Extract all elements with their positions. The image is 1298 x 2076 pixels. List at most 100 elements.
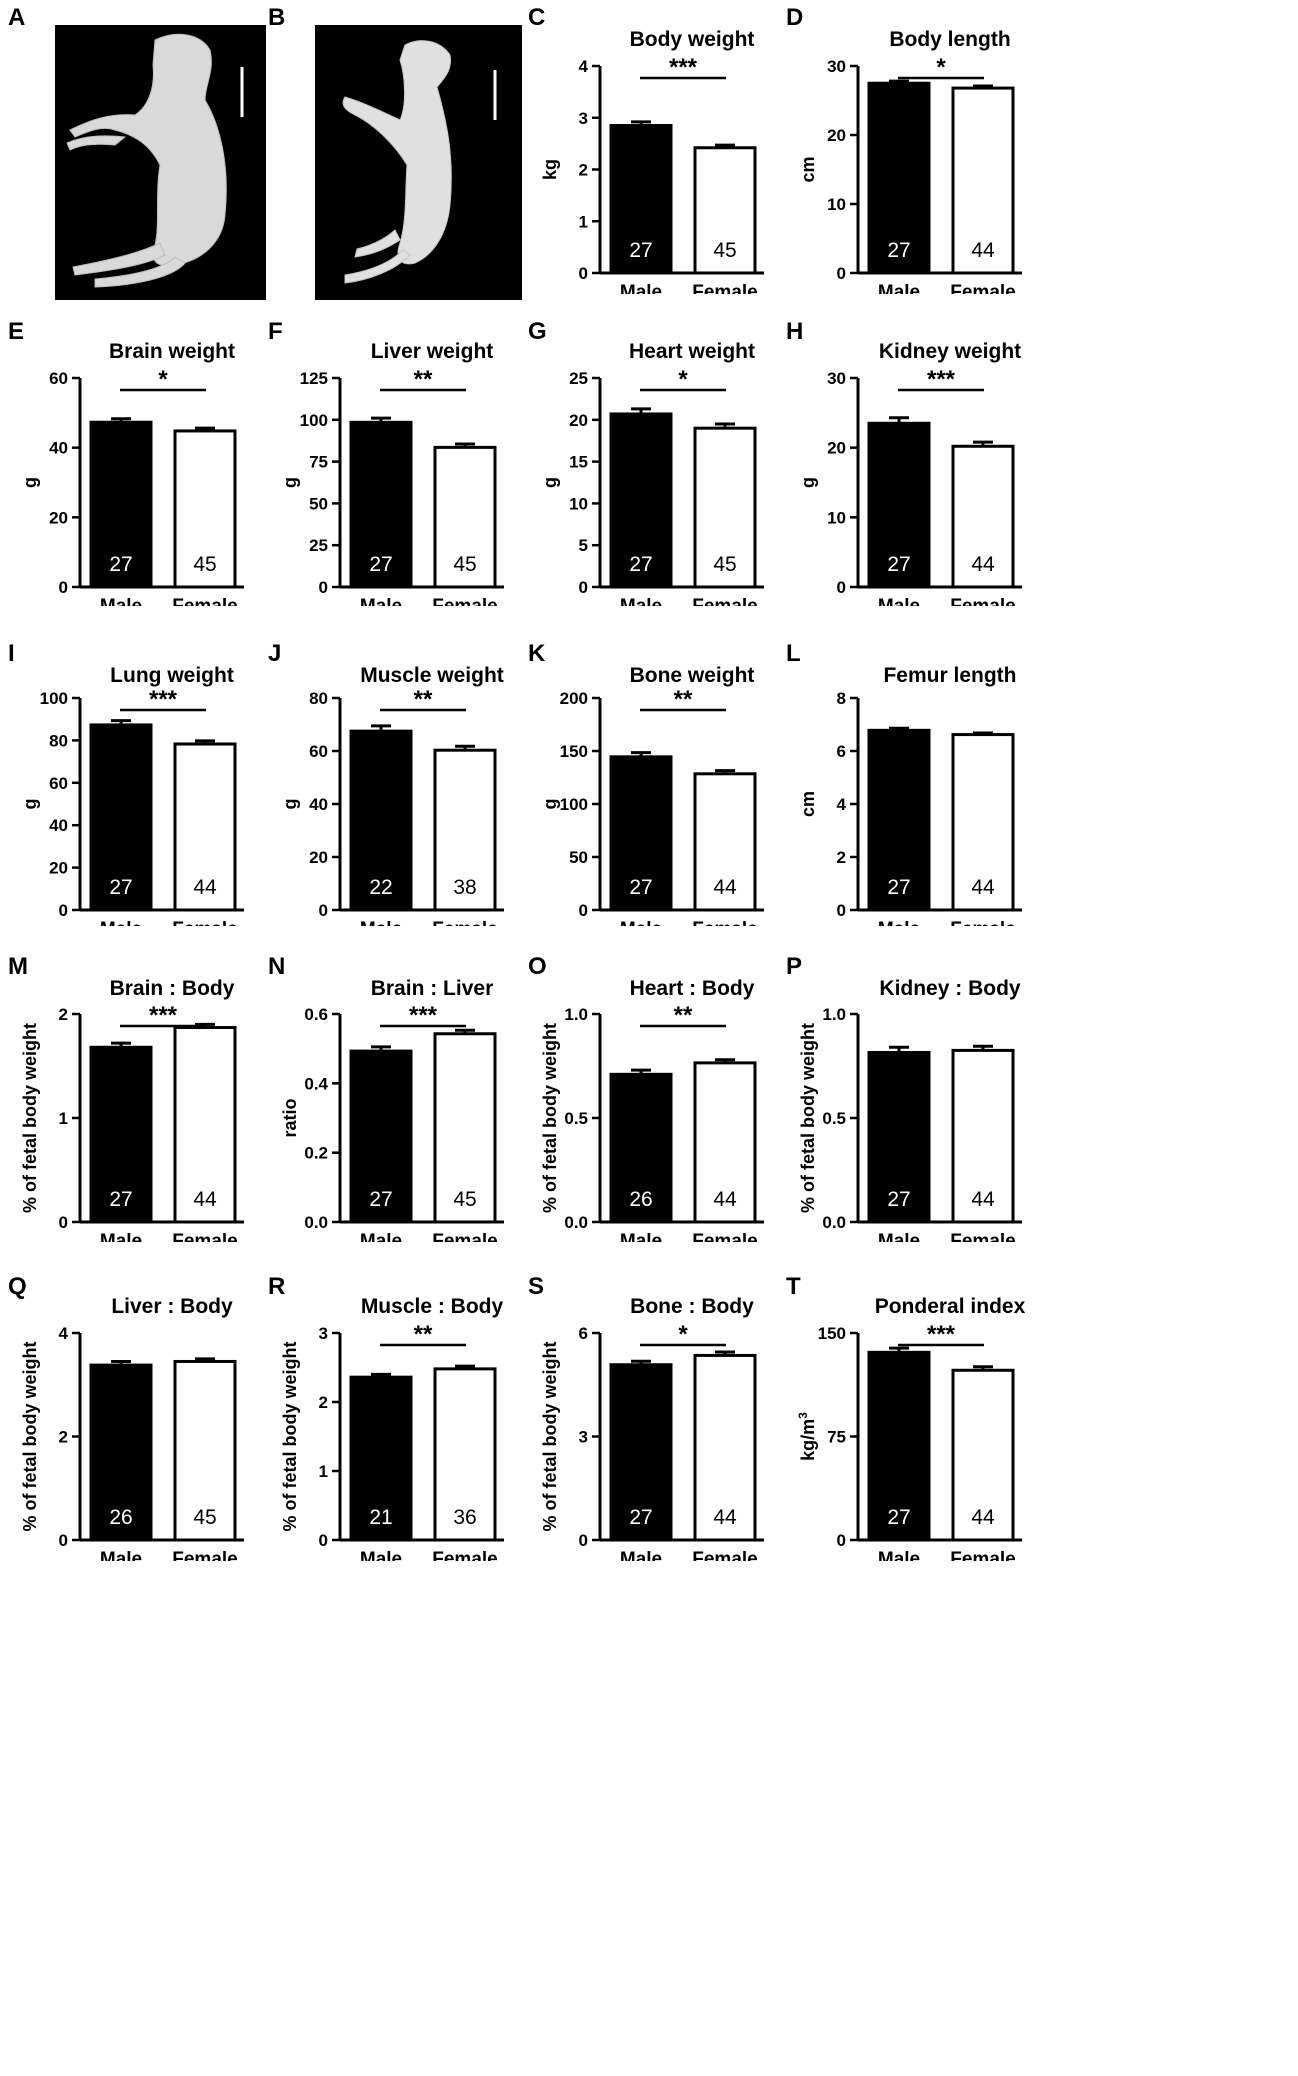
panel-d-category-label: Male (878, 282, 920, 294)
panel-c-chart: Body weight kg 0 1 2 3 4 27 Male 45 Female *** (540, 28, 764, 294)
panel-k-n-label: 44 (713, 876, 737, 899)
panel-q-n-label: 26 (109, 1506, 132, 1529)
panel-k-sig-stars: ** (674, 686, 693, 713)
panel-d-bar-male (867, 81, 931, 275)
panel-g-sig-stars: * (678, 366, 688, 393)
panel-r-n-label: 36 (453, 1506, 476, 1529)
panel-r-title: Muscle : Body (361, 1295, 504, 1318)
panel-l-category-label: Male (878, 919, 920, 926)
panel-c-ylabel: kg (540, 159, 560, 180)
panel-l-n-label: 27 (887, 876, 910, 899)
panel-r-tick-label: 2 (319, 1393, 328, 1412)
panel-j-tick-label: 80 (309, 689, 328, 708)
panel-o-ylabel: % of fetal body weight (540, 1023, 560, 1213)
panel-letter-s: S (528, 1273, 545, 1300)
panel-i-bar-female (173, 742, 237, 912)
panel-e-title: Brain weight (109, 340, 235, 363)
panel-o-tick-label: 0.0 (564, 1213, 588, 1232)
panel-g-tick-label: 15 (569, 453, 588, 472)
panel-h-category-label: Female (950, 596, 1015, 606)
panel-i-category-label: Male (100, 919, 142, 926)
panel-q-tick-label: 2 (59, 1428, 68, 1447)
panel-e-tick-label: 20 (49, 508, 68, 527)
panel-p-bar-male (867, 1050, 931, 1224)
panel-letter-r: R (268, 1273, 286, 1300)
panel-q-tick-label: 0 (59, 1531, 68, 1550)
panel-r-category-label: Female (432, 1549, 497, 1561)
panel-h-title: Kidney weight (879, 340, 1021, 363)
panel-k-tick-label: 50 (569, 848, 588, 867)
panel-k-chart: Bone weight g 0 50 100 150 200 27 Male 44 Female ** (540, 664, 764, 926)
panel-d-category-label: Female (950, 282, 1015, 294)
panel-g-category-label: Male (620, 596, 662, 606)
panel-letter-j: J (268, 640, 282, 667)
panel-p-n-label: 27 (887, 1188, 910, 1211)
panel-r-ylabel: % of fetal body weight (280, 1341, 300, 1531)
panel-n-tick-label: 0.2 (304, 1144, 328, 1163)
panel-k-n-label: 27 (629, 876, 652, 899)
panel-o-title: Heart : Body (630, 977, 755, 1000)
panel-j-tick-label: 0 (319, 901, 328, 920)
panel-t-category-label: Female (950, 1549, 1015, 1561)
panel-c-n-label: 27 (629, 239, 652, 262)
panel-t-bar-male (867, 1350, 931, 1542)
panel-r-tick-label: 0 (319, 1531, 328, 1550)
panel-letter-g: G (528, 318, 547, 345)
panel-k-category-label: Male (620, 919, 662, 926)
panel-s-bar-male (609, 1363, 673, 1542)
panel-t-tick-label: 75 (827, 1428, 846, 1447)
panel-d-n-label: 27 (887, 239, 910, 262)
panel-e-sig-stars: * (158, 366, 168, 393)
panel-p-category-label: Male (878, 1231, 920, 1242)
panel-m-n-label: 44 (193, 1188, 217, 1211)
panel-letter-p: P (786, 953, 803, 980)
panel-letter-f: F (268, 318, 283, 345)
panel-q-title: Liver : Body (111, 1295, 233, 1318)
panel-letter-e: E (8, 318, 25, 345)
panel-p-n-label: 44 (971, 1188, 995, 1211)
panel-l-title: Femur length (883, 664, 1016, 687)
panel-t-tick-label: 150 (818, 1324, 846, 1343)
panel-n-title: Brain : Liver (371, 977, 494, 1000)
panel-s-bar-female (693, 1353, 757, 1542)
panel-f-category-label: Female (432, 596, 497, 606)
panel-g-ylabel: g (540, 477, 560, 488)
panel-k-bar-female (693, 772, 757, 912)
panel-c-category-label: Female (692, 282, 757, 294)
panel-d-tick-label: 0 (837, 264, 846, 283)
panel-letter-a: A (8, 4, 26, 31)
panel-j-n-label: 22 (369, 876, 392, 899)
panel-h-tick-label: 30 (827, 369, 846, 388)
panel-n-n-label: 45 (453, 1188, 476, 1211)
panel-m-tick-label: 0 (59, 1213, 68, 1232)
panel-s-sig-stars: * (678, 1321, 688, 1348)
panel-f-sig-stars: ** (414, 366, 433, 393)
panel-o-n-label: 26 (629, 1188, 652, 1211)
panel-d-ylabel: cm (798, 156, 818, 182)
panel-e-ylabel: g (20, 477, 40, 488)
panel-e-tick-label: 40 (49, 439, 68, 458)
panel-n-bar-male (349, 1049, 413, 1224)
panel-n-chart: Brain : Liver ratio 0.0 0.2 0.4 0.6 27 Male 45 Fe… (280, 977, 504, 1242)
panel-s-n-label: 44 (713, 1506, 737, 1529)
panel-c-bar-male (609, 124, 673, 275)
panel-j-bar-female (433, 748, 497, 912)
panel-s-ylabel: % of fetal body weight (540, 1341, 560, 1531)
panel-o-category-label: Male (620, 1231, 662, 1242)
panel-k-tick-label: 0 (579, 901, 588, 920)
panel-f-n-label: 27 (369, 553, 392, 576)
panel-f-title: Liver weight (371, 340, 494, 363)
panel-l-tick-label: 2 (837, 848, 846, 867)
panel-h-chart: Kidney weight g 0 10 20 30 27 Male 44 Female *** (798, 340, 1022, 606)
panel-f-chart: Liver weight g 0 25 50 75 100 125 27 Male 45 Female… (280, 340, 504, 606)
panel-h-tick-label: 20 (827, 439, 846, 458)
panel-n-bar-female (433, 1032, 497, 1224)
panel-letter-b: B (268, 4, 286, 31)
panel-n-tick-label: 0.6 (304, 1005, 328, 1024)
panel-l-tick-label: 0 (837, 901, 846, 920)
panel-r-category-label: Male (360, 1549, 402, 1561)
panel-p-title: Kidney : Body (879, 977, 1020, 1000)
panel-i-tick-label: 80 (49, 731, 68, 750)
panel-j-tick-label: 20 (309, 848, 328, 867)
panel-p-tick-label: 0.0 (822, 1213, 846, 1232)
